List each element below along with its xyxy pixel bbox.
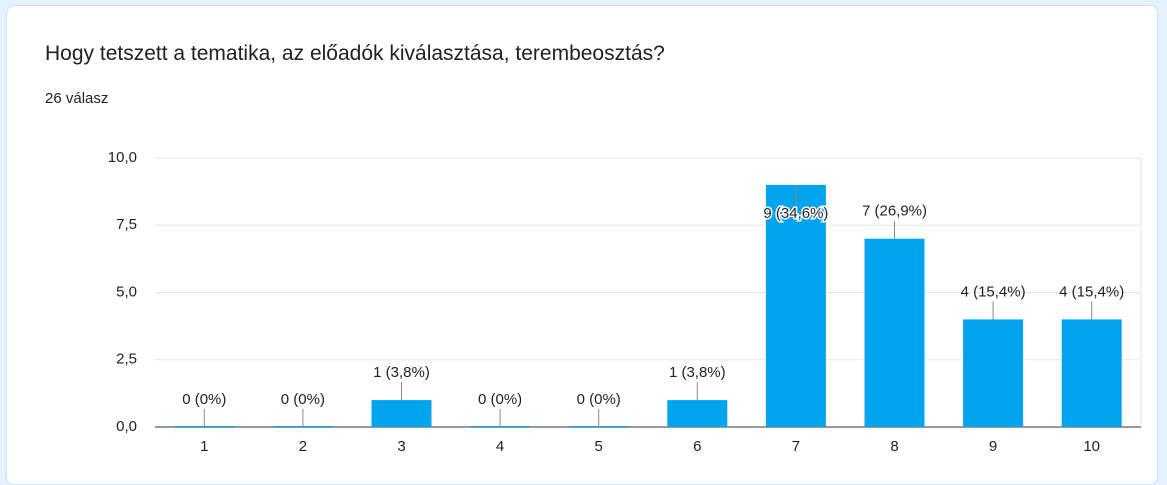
data-label: 9 (34,6%) <box>763 205 828 222</box>
data-label: 0 (0%) <box>182 391 226 408</box>
bar <box>765 184 826 427</box>
x-tick-label: 2 <box>299 438 307 455</box>
data-label: 7 (26,9%) <box>862 203 927 220</box>
bar <box>864 238 925 427</box>
x-tick-label: 1 <box>200 438 208 455</box>
chart: 0,0 2,5 5,0 7,5 10,0 1 0 (0%) 2 0 (0%) 3 1 (3,8%) 4… <box>108 149 1142 455</box>
data-label: 4 (15,4%) <box>1059 283 1124 300</box>
bar <box>667 400 728 427</box>
y-tick-label: 5,0 <box>116 283 137 300</box>
data-label: 0 (0%) <box>478 391 522 408</box>
x-tick-label: 3 <box>397 438 405 455</box>
question-title: Hogy tetszett a tematika, az előadók kiv… <box>45 42 665 65</box>
data-label: 0 (0%) <box>577 391 621 408</box>
data-label: 1 (3,8%) <box>669 364 726 381</box>
y-tick-label: 10,0 <box>108 149 137 166</box>
card: Hogy tetszett a tematika, az előadók kiv… <box>6 5 1158 485</box>
x-tick-label: 10 <box>1083 438 1100 455</box>
x-tick-label: 6 <box>693 438 701 455</box>
y-tick-label: 7,5 <box>116 216 137 233</box>
x-tick-label: 7 <box>792 438 800 455</box>
data-label: 1 (3,8%) <box>373 364 430 381</box>
page: {"chart_data": {"type": "bar", "title": … <box>6 5 1158 485</box>
x-tick-label: 8 <box>890 438 898 455</box>
data-label: 0 (0%) <box>281 391 325 408</box>
x-tick-label: 9 <box>989 438 997 455</box>
response-count: 26 válasz <box>45 90 109 107</box>
x-tick-label: 5 <box>595 438 603 455</box>
bar <box>371 400 432 427</box>
bar <box>1061 319 1122 427</box>
y-tick-label: 2,5 <box>116 351 137 368</box>
y-tick-label: 0,0 <box>116 418 137 435</box>
data-label: 4 (15,4%) <box>961 283 1026 300</box>
x-tick-label: 4 <box>496 438 504 455</box>
bar <box>963 319 1024 427</box>
